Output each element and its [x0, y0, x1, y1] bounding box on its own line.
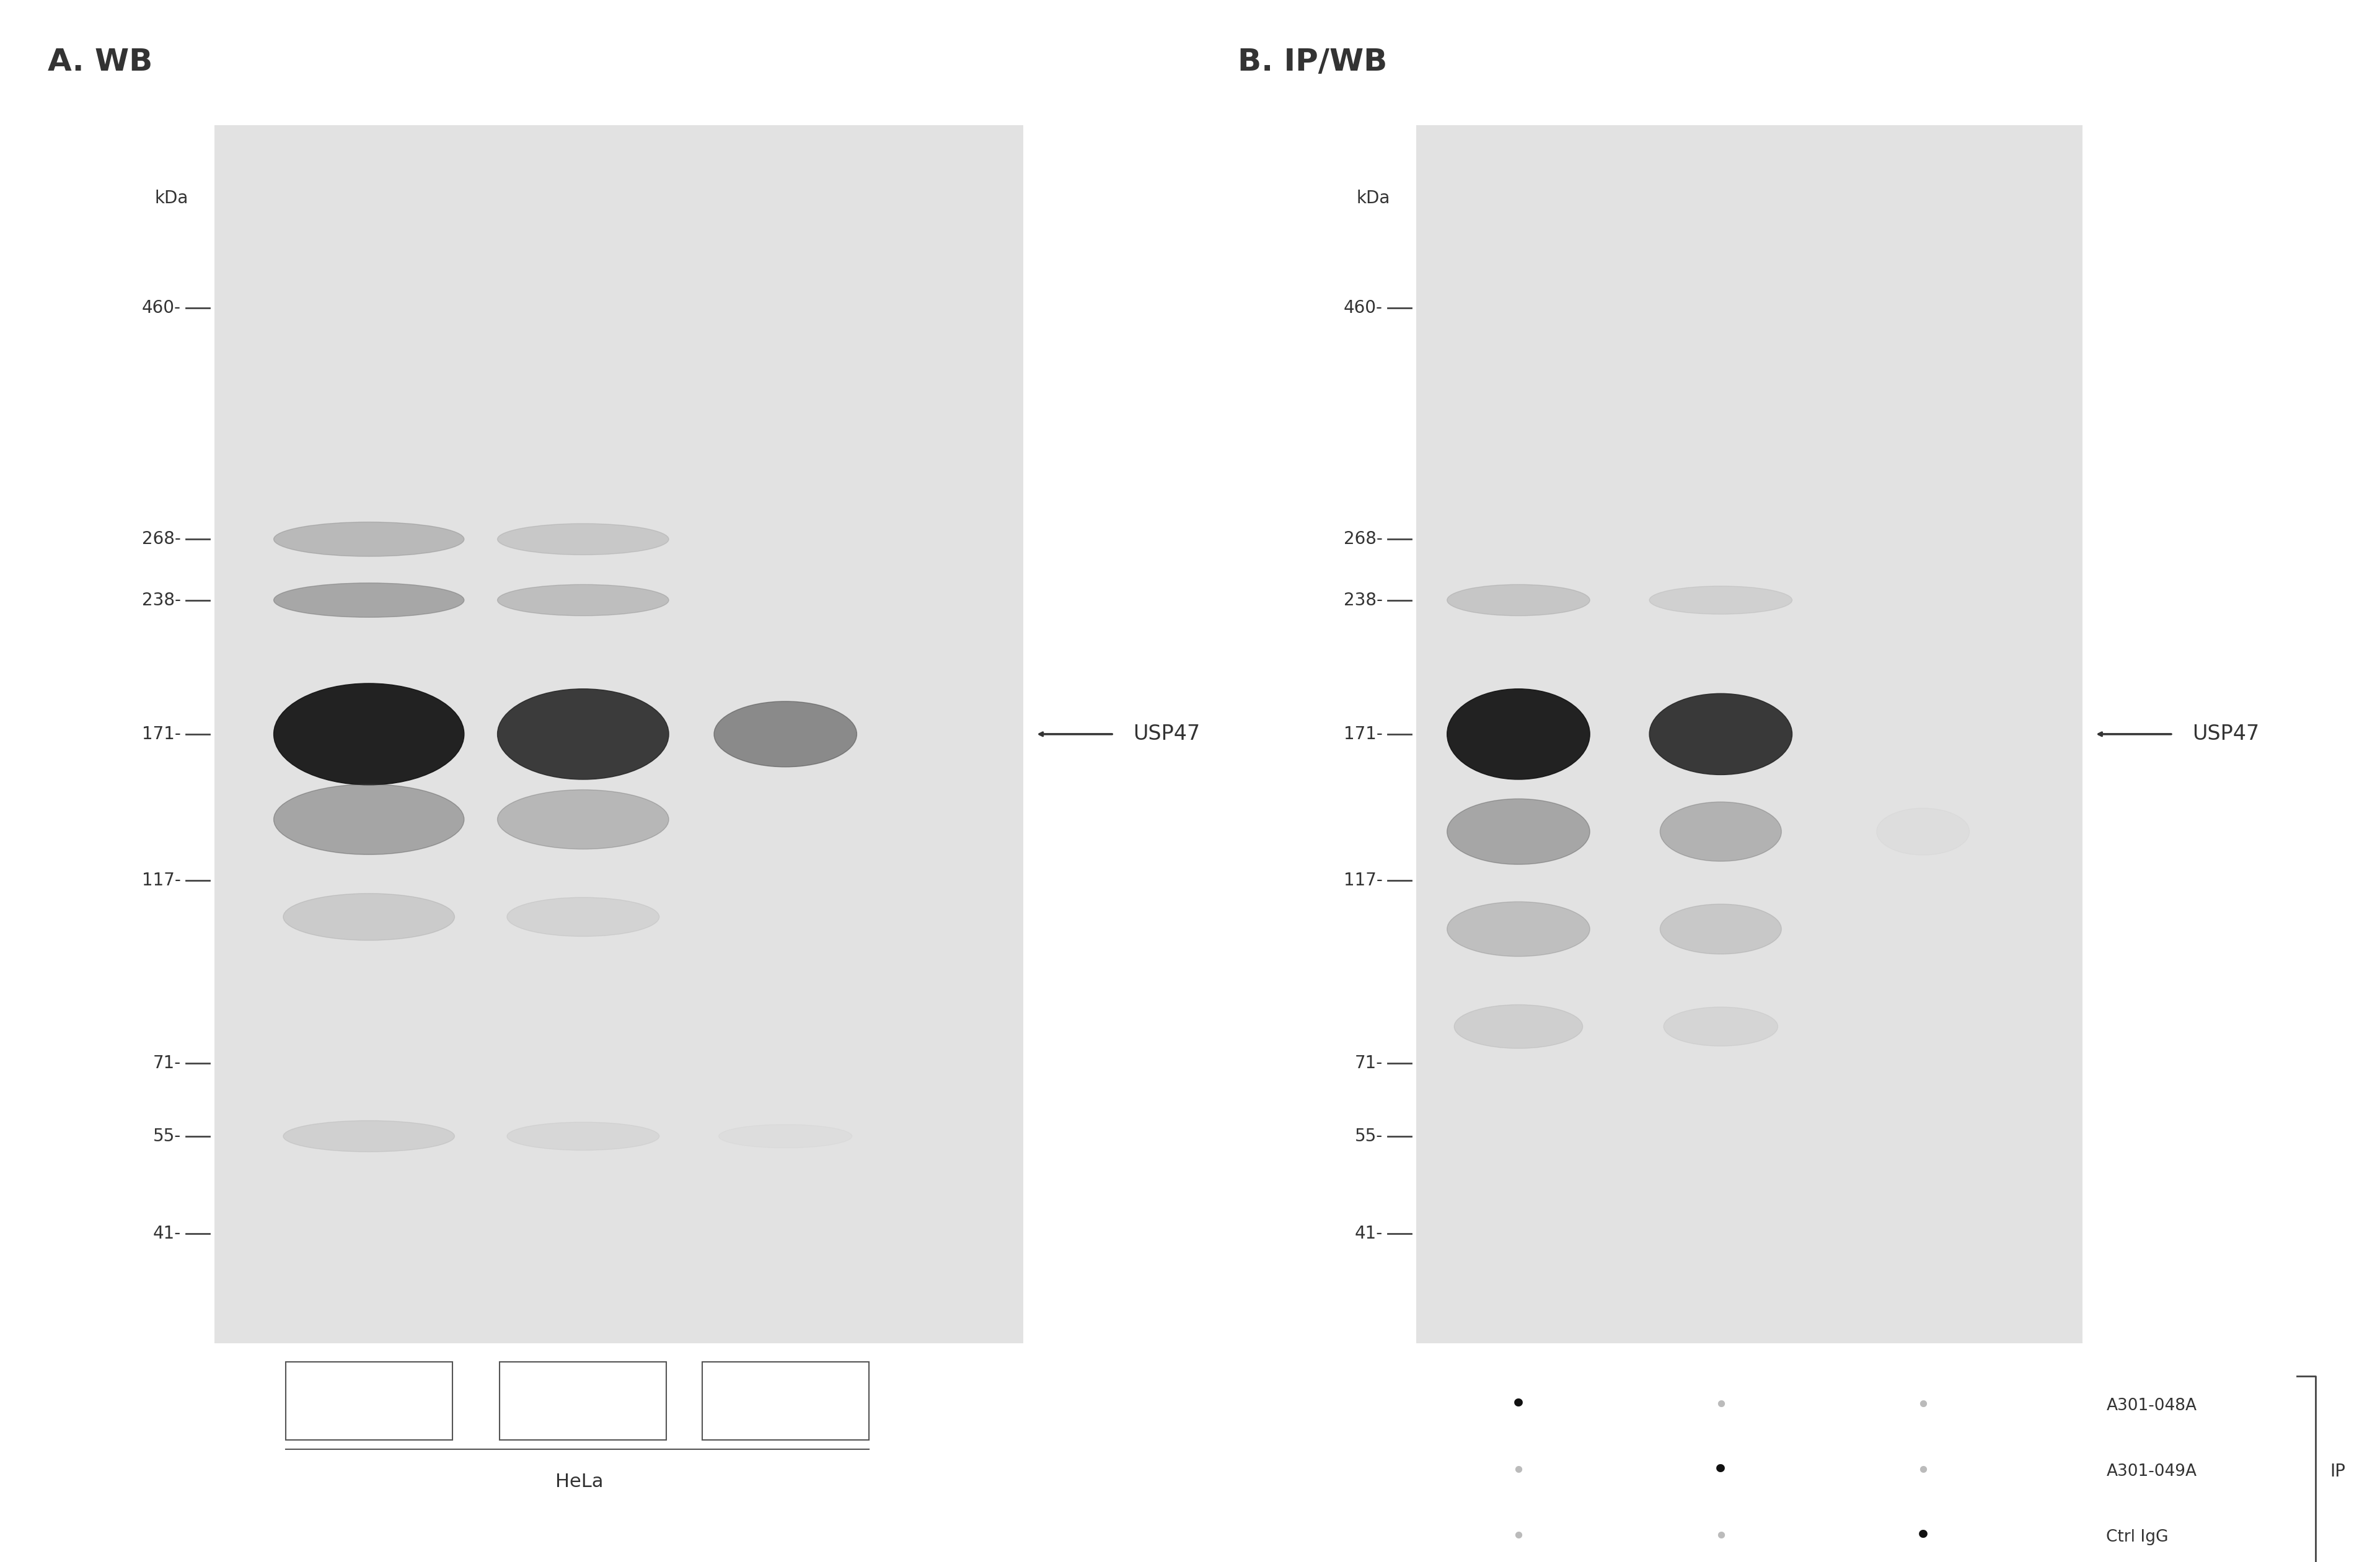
Ellipse shape	[283, 1120, 455, 1151]
Text: A301-048A: A301-048A	[2106, 1398, 2197, 1414]
Ellipse shape	[497, 790, 669, 850]
Ellipse shape	[1875, 808, 1971, 854]
Ellipse shape	[1664, 1007, 1778, 1047]
Text: Ctrl IgG: Ctrl IgG	[2106, 1529, 2168, 1545]
Ellipse shape	[1454, 1004, 1583, 1048]
Ellipse shape	[1447, 584, 1590, 615]
Ellipse shape	[497, 689, 669, 779]
Text: 41-: 41-	[1354, 1225, 1383, 1242]
Ellipse shape	[274, 784, 464, 854]
Ellipse shape	[283, 893, 455, 940]
Bar	[702, 1362, 869, 1440]
Text: 460-: 460-	[1345, 298, 1383, 317]
Text: 71-: 71-	[1354, 1054, 1383, 1072]
Text: •: •	[1916, 1459, 1930, 1484]
Text: 171-: 171-	[1345, 725, 1383, 744]
Ellipse shape	[1649, 586, 1792, 614]
Ellipse shape	[1447, 901, 1590, 956]
Text: 460-: 460-	[143, 298, 181, 317]
Text: 238-: 238-	[143, 592, 181, 609]
Text: •: •	[1714, 1525, 1728, 1550]
Ellipse shape	[507, 1122, 659, 1150]
Ellipse shape	[497, 584, 669, 615]
Text: USP47: USP47	[1133, 723, 1200, 745]
Bar	[214, 125, 1023, 1343]
Ellipse shape	[274, 522, 464, 556]
Ellipse shape	[274, 684, 464, 784]
Text: 268-: 268-	[143, 531, 181, 548]
Text: 41-: 41-	[152, 1225, 181, 1242]
Text: A. WB: A. WB	[48, 47, 152, 77]
Text: B. IP/WB: B. IP/WB	[1238, 47, 1388, 77]
Bar	[286, 1362, 452, 1440]
Text: A301-049A: A301-049A	[2106, 1464, 2197, 1479]
Ellipse shape	[714, 701, 857, 767]
Text: 171-: 171-	[143, 725, 181, 744]
Text: kDa: kDa	[1357, 189, 1390, 208]
Ellipse shape	[1649, 694, 1792, 775]
Text: •: •	[1916, 1393, 1930, 1418]
Text: 117-: 117-	[1345, 872, 1383, 889]
Text: 71-: 71-	[152, 1054, 181, 1072]
Text: 238-: 238-	[1345, 592, 1383, 609]
Text: 5: 5	[778, 1392, 793, 1410]
Ellipse shape	[719, 1125, 852, 1148]
Text: kDa: kDa	[155, 189, 188, 208]
Text: •: •	[1714, 1393, 1728, 1418]
Text: 15: 15	[571, 1392, 595, 1410]
Text: 50: 50	[357, 1392, 381, 1410]
Ellipse shape	[507, 897, 659, 937]
Text: 117-: 117-	[143, 872, 181, 889]
Text: •: •	[1511, 1525, 1526, 1550]
Text: •: •	[1914, 1523, 1933, 1551]
Ellipse shape	[1659, 801, 1780, 861]
Bar	[500, 1362, 666, 1440]
Text: •: •	[1511, 1459, 1526, 1484]
Ellipse shape	[1447, 798, 1590, 864]
Ellipse shape	[1659, 904, 1780, 954]
Text: IP: IP	[2330, 1462, 2347, 1481]
Ellipse shape	[497, 523, 669, 555]
Bar	[1416, 125, 2082, 1343]
Ellipse shape	[274, 583, 464, 617]
Text: 55-: 55-	[1354, 1128, 1383, 1145]
Text: •: •	[1509, 1392, 1528, 1420]
Text: USP47: USP47	[2192, 723, 2259, 745]
Text: HeLa: HeLa	[555, 1473, 602, 1492]
Ellipse shape	[1447, 689, 1590, 779]
Text: 55-: 55-	[152, 1128, 181, 1145]
Text: •: •	[1711, 1457, 1730, 1485]
Text: 268-: 268-	[1345, 531, 1383, 548]
